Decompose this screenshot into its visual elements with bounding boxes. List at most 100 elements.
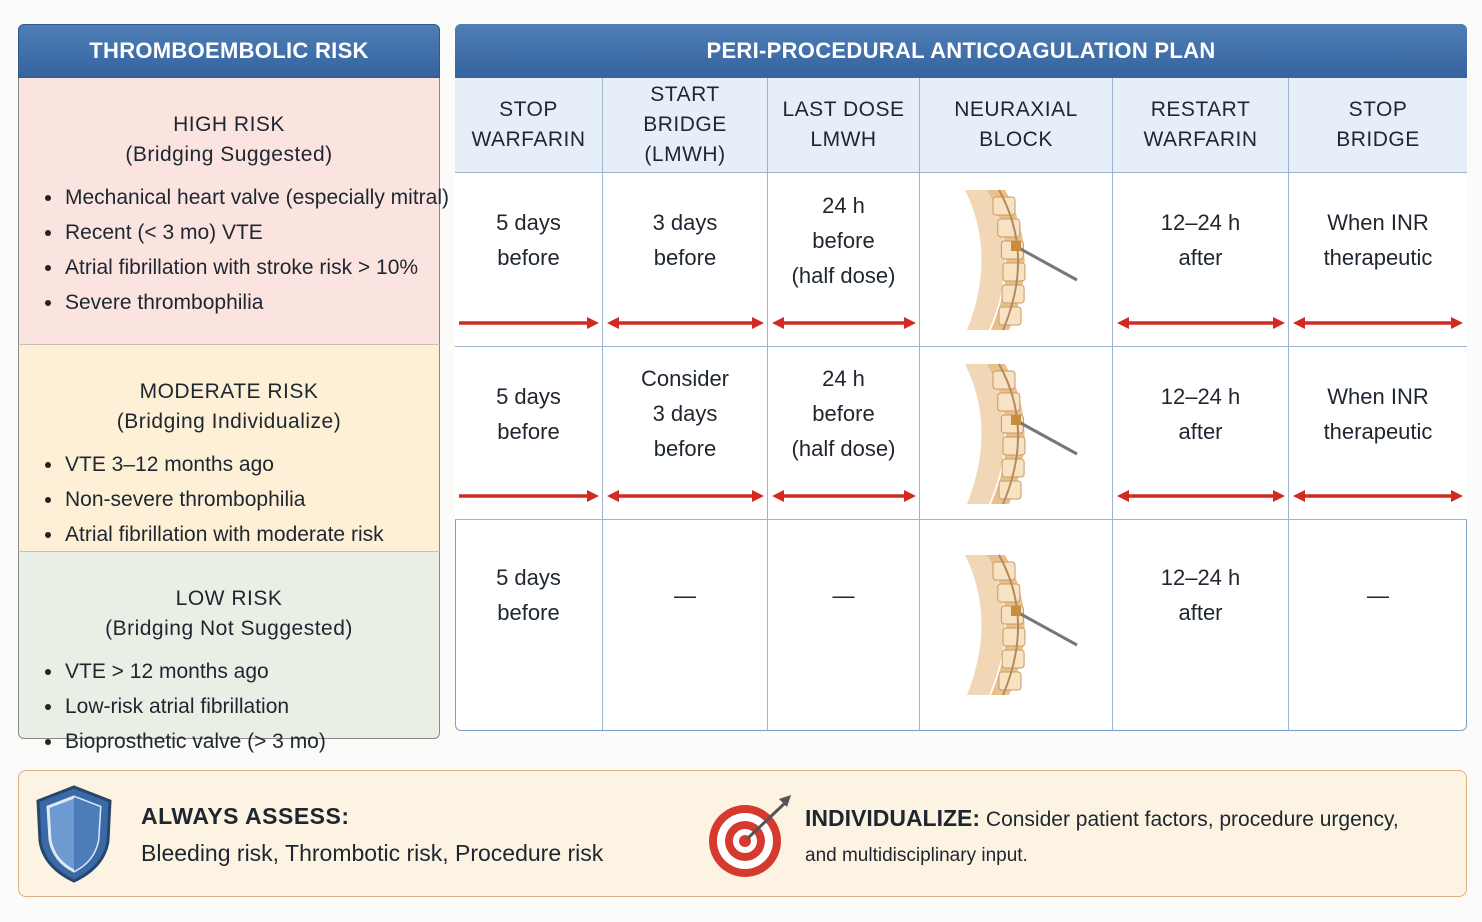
cell-line: 3 days bbox=[652, 210, 718, 235]
shield-icon bbox=[36, 785, 112, 883]
risk-items: VTE > 12 months ago Low-risk atrial fibri… bbox=[45, 654, 439, 759]
plan-cell: 12–24 h after bbox=[1113, 173, 1289, 347]
spine-illustration bbox=[964, 189, 1078, 331]
timeline-arrow bbox=[1117, 490, 1285, 502]
risk-level: LOW RISK bbox=[175, 587, 283, 610]
target-icon bbox=[709, 795, 791, 877]
cell-line: (half dose) bbox=[791, 436, 896, 461]
column-header-line: START bbox=[650, 83, 720, 106]
column-header: NEURAXIAL BLOCK bbox=[920, 78, 1113, 173]
timeline-arrow bbox=[607, 490, 764, 502]
risk-note: (Bridging Individualize) bbox=[116, 410, 342, 433]
cell-text: When INR therapeutic bbox=[1289, 347, 1467, 480]
assess-title: ALWAYS ASSESS: bbox=[141, 803, 350, 829]
risk-item: Mechanical heart valve (especially mitra… bbox=[45, 180, 449, 215]
plan-header: PERI-PROCEDURAL ANTICOAGULATION PLAN bbox=[455, 24, 1467, 78]
risk-group: HIGH RISK (Bridging Suggested) Mechanical … bbox=[18, 78, 449, 345]
column-header: STOP BRIDGE bbox=[1289, 78, 1467, 173]
column-header-line: BRIDGE (LMWH) bbox=[643, 113, 727, 166]
cell-line: 5 days bbox=[496, 565, 561, 590]
timeline-arrow bbox=[459, 490, 599, 502]
cell-text: 24 h before (half dose) bbox=[768, 347, 919, 480]
cell-text: Consider 3 days before bbox=[603, 347, 767, 480]
cell-text: — bbox=[768, 530, 919, 660]
cell-line: therapeutic bbox=[1323, 418, 1433, 444]
plan-cell: 5 days before bbox=[455, 520, 603, 730]
spine-illustration bbox=[964, 554, 1078, 696]
cell-line: When INR bbox=[1327, 383, 1429, 409]
cell-line: 24 h bbox=[822, 192, 865, 218]
cell-line: before bbox=[812, 401, 875, 426]
cell-line: 12–24 h bbox=[1160, 210, 1241, 235]
cell-text: 12–24 h after bbox=[1113, 530, 1288, 660]
spine-illustration bbox=[964, 363, 1078, 504]
timeline-arrow bbox=[772, 490, 916, 502]
cell-line: 5 days bbox=[496, 383, 561, 409]
risk-item: Bioprosthetic valve (> 3 mo) bbox=[45, 724, 439, 759]
timeline-arrow bbox=[772, 317, 916, 329]
cell-line: before bbox=[653, 245, 717, 270]
cell-line: before bbox=[497, 600, 560, 625]
cell-text: 5 days before bbox=[455, 347, 602, 480]
risk-level: HIGH RISK bbox=[173, 113, 285, 136]
risk-group: MODERATE RISK (Bridging Individualize) VTE… bbox=[18, 345, 440, 552]
cell-line: after bbox=[1178, 600, 1223, 625]
plan-cell: When INR therapeutic bbox=[1289, 347, 1467, 520]
column-header-line: BLOCK bbox=[979, 128, 1053, 151]
plan-cell: 5 days before bbox=[455, 173, 603, 347]
footer-box: ALWAYS ASSESS: Bleeding risk, Thrombotic… bbox=[18, 770, 1467, 897]
plan-cell bbox=[920, 347, 1113, 520]
individualize-line: INDIVIDUALIZE: Consider patient factors,… bbox=[805, 805, 1399, 832]
cell-text: 12–24 h after bbox=[1113, 173, 1288, 307]
column-header-line: STOP bbox=[1348, 98, 1408, 121]
plan-cell: 12–24 h after bbox=[1113, 347, 1289, 520]
column-header-line: WARFARIN bbox=[1143, 128, 1258, 151]
cell-line: — bbox=[832, 582, 855, 608]
cell-line: before bbox=[497, 418, 560, 444]
timeline-arrow bbox=[459, 317, 599, 329]
risk-level: MODERATE RISK bbox=[139, 380, 319, 403]
column-header: RESTART WARFARIN bbox=[1113, 78, 1289, 173]
timeline-arrow bbox=[1117, 317, 1285, 329]
column-header-line: LMWH bbox=[810, 128, 877, 151]
plan-cell: — bbox=[768, 520, 920, 730]
plan-cell: 3 days before bbox=[603, 173, 768, 347]
cell-text: — bbox=[603, 530, 767, 660]
column-header: LAST DOSE LMWH bbox=[768, 78, 920, 173]
risk-item: Severe thrombophilia bbox=[45, 285, 439, 320]
cell-line: 12–24 h bbox=[1160, 565, 1241, 590]
cell-line: — bbox=[1367, 582, 1389, 608]
plan-cell: 12–24 h after bbox=[1113, 520, 1289, 730]
column-header-line: NEURAXIAL bbox=[954, 98, 1078, 121]
cell-text: When INR therapeutic bbox=[1289, 173, 1467, 307]
column-header-line: STOP bbox=[499, 98, 558, 121]
cell-line: (half dose) bbox=[791, 262, 896, 288]
cell-line: 12–24 h bbox=[1160, 383, 1241, 409]
cell-line: after bbox=[1178, 418, 1223, 444]
cell-line: before bbox=[497, 245, 560, 270]
cell-line: before bbox=[812, 227, 875, 253]
column-header-line: RESTART bbox=[1150, 98, 1251, 121]
cell-text: 5 days before bbox=[455, 530, 602, 660]
individualize-text2: and multidisciplinary input. bbox=[805, 845, 1028, 866]
timeline-arrow bbox=[607, 317, 764, 329]
risk-item: VTE 3–12 months ago bbox=[45, 447, 439, 482]
cell-line: 3 days bbox=[652, 401, 718, 426]
risk-item: Atrial fibrillation with moderate risk bbox=[45, 517, 439, 552]
plan-cell: 5 days before bbox=[455, 347, 603, 520]
timeline-arrow bbox=[1293, 490, 1463, 502]
risk-note: (Bridging Suggested) bbox=[125, 143, 333, 166]
risk-items: Mechanical heart valve (especially mitra… bbox=[45, 180, 449, 320]
risk-item: Atrial fibrillation with stroke risk > 1… bbox=[45, 250, 439, 285]
plan-cell: Consider 3 days before bbox=[603, 347, 768, 520]
plan-cell: 24 h before (half dose) bbox=[768, 173, 920, 347]
cell-line: — bbox=[674, 582, 696, 608]
risk-item: Non-severe thrombophilia bbox=[45, 482, 439, 517]
cell-line: after bbox=[1178, 245, 1223, 270]
column-header-line: LAST DOSE bbox=[782, 98, 905, 121]
cell-text: 12–24 h after bbox=[1113, 347, 1288, 480]
risk-item: Low-risk atrial fibrillation bbox=[45, 689, 439, 724]
risk-group: LOW RISK (Bridging Not Suggested) VTE > 12… bbox=[18, 552, 440, 753]
individualize-title: INDIVIDUALIZE: bbox=[805, 805, 981, 831]
